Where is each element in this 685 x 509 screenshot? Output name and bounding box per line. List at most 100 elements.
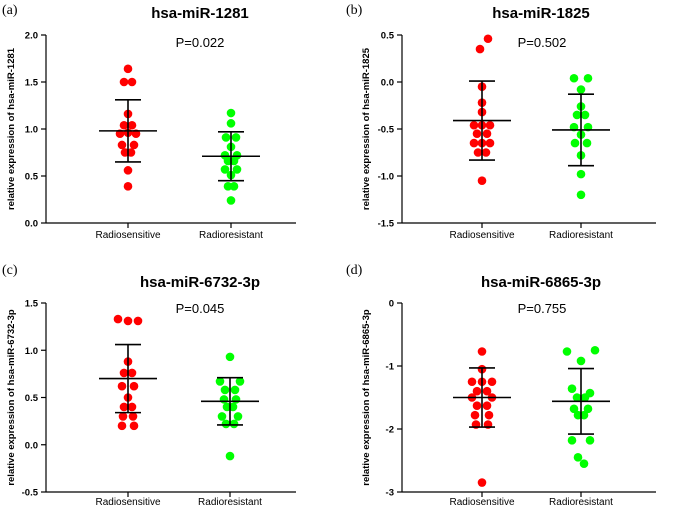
panel-a-x-tick-label: Radioresistant [199, 230, 263, 241]
panel-a-y-tick-label: 0.5 [25, 172, 39, 183]
panel-c-radiosensitive-point [117, 421, 127, 431]
panel-d-radiosensitive-point [477, 478, 487, 487]
panel-a-radiosensitive-point [126, 148, 136, 157]
panel-b-radioresistant-point [572, 110, 582, 120]
panel-d-title: hsa-miR-6865-3p [481, 274, 601, 291]
panel-c-radiosensitive-point [128, 412, 138, 421]
panel-b: (b) hsa-miR-1825 P=0.502 relative expressio… [346, 3, 656, 241]
panel-d-radiosensitive-point [477, 347, 487, 356]
panel-a-radioresistant-point [231, 133, 241, 142]
panel-c-letter: (c) [2, 263, 18, 278]
panel-d-radioresistant-point [567, 436, 577, 445]
panel-d-radioresistant-point [569, 404, 579, 414]
panel-b-radiosensitive-point [469, 138, 479, 148]
panel-a-radioresistant-point [229, 182, 239, 191]
panel-b-y-tick-label: -1.0 [378, 172, 394, 183]
panel-a-y-tick-label: 1.0 [25, 125, 38, 136]
panel-d-y-axis-label: relative expression of hsa-miR-6865-3p [361, 309, 372, 486]
panel-d-y-tick-label: -3 [386, 488, 394, 499]
panel-c-p-value: P=0.045 [176, 301, 225, 316]
panel-a-radioresistant-point [226, 119, 236, 128]
panel-a: (a) hsa-miR-1281 P=0.022 relative expressio… [2, 3, 296, 241]
panel-b-y-tick-label: -0.5 [378, 125, 395, 136]
panel-a-radioresistant-point [232, 165, 242, 174]
panel-b-radioresistant-point [576, 85, 586, 94]
panel-a-radiosensitive-point [123, 166, 133, 175]
panel-d-radioresistant-point [579, 410, 589, 420]
panel-b-radiosensitive-point [473, 148, 483, 157]
panel-a-radioresistant-point [221, 133, 231, 142]
panel-c-y-tick-label: 1.0 [25, 346, 38, 357]
panel-c-y-tick-label: -0.5 [22, 488, 39, 499]
panel-c-x-tick-label: Radioresistant [198, 497, 262, 508]
panel-a-radioresistant-point [229, 156, 239, 166]
panel-d-y-tick-label: -1 [386, 362, 395, 373]
panel-c-radioresistant-point [231, 395, 241, 404]
panel-d-y-tick-label: -2 [386, 425, 394, 436]
panel-a-radiosensitive-point [120, 148, 130, 157]
panel-b-y-tick-label: 0.5 [381, 31, 395, 42]
panel-c-radiosensitive-point [127, 402, 137, 412]
panel-c-title: hsa-miR-6732-3p [140, 274, 260, 291]
panel-d-x-tick-label: Radioresistant [549, 497, 613, 508]
panel-c-radiosensitive-point [129, 421, 139, 431]
panel-b-radioresistant-point [580, 110, 590, 120]
panel-a-radiosensitive-point [119, 77, 129, 87]
panel-b-radiosensitive-point [469, 120, 479, 130]
panel-c-radioresistant-point [220, 385, 230, 395]
panel-c-radioresistant-point [219, 395, 229, 404]
panel-c-radiosensitive-point [127, 368, 137, 378]
panel-c-radioresistant-point [229, 419, 239, 429]
panel-b-y-tick-label: -1.5 [378, 219, 395, 230]
panel-a-title: hsa-miR-1281 [151, 5, 249, 22]
panel-a-radiosensitive-point [127, 77, 137, 87]
panel-c-radiosensitive-point [133, 316, 143, 326]
panel-d-y-tick-label: 0 [389, 299, 394, 310]
panel-d-radioresistant-point [590, 345, 600, 355]
panel-b-x-tick-label: Radiosensitive [449, 230, 514, 241]
panel-a-y-tick-label: 0.0 [25, 219, 38, 230]
panel-c-radioresistant-point [221, 419, 231, 429]
panel-d-radioresistant-point [562, 347, 572, 356]
panel-d-radioresistant-point [572, 393, 582, 402]
panel-c-y-tick-label: 0.0 [25, 440, 38, 451]
panel-a-y-axis-label: relative expression of hsa-miR-1281 [6, 47, 17, 210]
panel-d-radioresistant-point [580, 393, 590, 402]
panel-b-radioresistant-point [569, 73, 579, 83]
panel-d: (d) hsa-miR-6865-3p P=0.755 relative expres… [346, 263, 656, 508]
panel-b-radioresistant-point [570, 138, 580, 148]
panel-a-radiosensitive-point [127, 120, 137, 130]
panel-a-radioresistant-point [223, 156, 233, 166]
panel-b-radiosensitive-point [481, 148, 491, 157]
panel-a-radioresistant-point [226, 196, 236, 205]
panel-c-radioresistant-point [230, 385, 240, 395]
panel-a-radiosensitive-point [123, 64, 133, 74]
panel-a-radiosensitive-point [119, 120, 129, 130]
panel-b-radiosensitive-point [483, 34, 493, 44]
panel-d-radiosensitive-point [484, 410, 494, 420]
panel-c-radiosensitive-point [129, 381, 139, 391]
panel-a-y-tick-label: 2.0 [25, 31, 38, 42]
panel-b-title: hsa-miR-1825 [492, 5, 590, 22]
panel-d-radiosensitive-point [472, 386, 482, 396]
panel-b-radiosensitive-point [472, 129, 482, 138]
panel-a-letter: (a) [2, 3, 18, 18]
panel-d-radioresistant-point [573, 453, 583, 462]
panel-b-letter: (b) [346, 3, 363, 18]
panel-b-radiosensitive-point [485, 120, 495, 130]
panel-b-radioresistant-point [583, 73, 593, 83]
panel-c-radioresistant-point [235, 377, 245, 386]
panel-c-x-tick-label: Radiosensitive [95, 497, 160, 508]
panel-c-radioresistant-point [215, 377, 225, 386]
panel-c-radioresistant-point [217, 412, 227, 421]
panel-b-radioresistant-point [576, 190, 586, 200]
panel-c-y-tick-label: 1.5 [25, 299, 39, 310]
panel-a-radiosensitive-point [129, 140, 139, 150]
panel-d-radiosensitive-point [487, 377, 497, 387]
panel-b-radiosensitive-point [482, 129, 492, 138]
panel-b-x-tick-label: Radioresistant [549, 230, 613, 241]
panel-d-letter: (d) [346, 263, 363, 278]
panel-d-radiosensitive-point [472, 401, 482, 410]
panel-d-radiosensitive-point [470, 410, 480, 420]
